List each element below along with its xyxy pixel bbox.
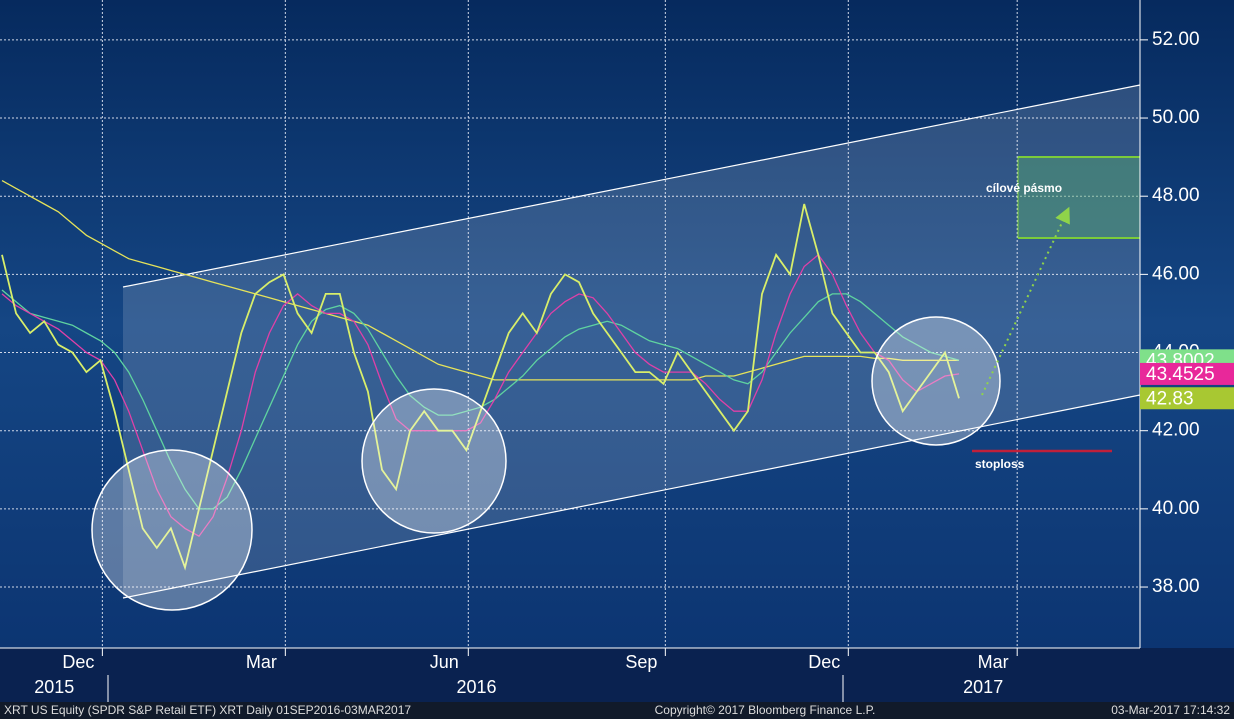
target-label: cílové pásmo	[986, 181, 1062, 195]
y-tick-label: 46.00	[1152, 263, 1200, 284]
footer-background	[0, 702, 1234, 719]
highlight-circle	[871, 316, 1001, 446]
channel-lower	[122, 394, 1141, 599]
y-tick-label: 50.00	[1152, 107, 1200, 128]
price-line	[1, 253, 960, 538]
highlight-circle	[361, 388, 507, 534]
price-line	[1, 203, 960, 571]
footer-left: XRT US Equity (SPDR S&P Retail ETF) XRT …	[4, 703, 411, 717]
highlight-circle	[91, 449, 253, 611]
y-tick-label: 52.00	[1152, 29, 1200, 50]
x-tick-label: Sep	[625, 652, 657, 672]
y-tick-label: 42.00	[1152, 420, 1200, 441]
last-value-tag	[1140, 387, 1234, 410]
x-tick-label: Mar	[978, 652, 1009, 672]
year-label: 2015	[34, 677, 74, 697]
x-tick-label: Mar	[246, 652, 277, 672]
channel	[123, 85, 1140, 598]
price-line	[1, 289, 960, 510]
x-tick-label: Jun	[430, 652, 459, 672]
last-value-tag	[1140, 362, 1234, 385]
last-value-label: 43.4525	[1146, 364, 1215, 385]
x-tick-label: Dec	[808, 652, 840, 672]
x-tick-label: Dec	[62, 652, 94, 672]
channel-upper	[122, 84, 1141, 288]
axis-background	[0, 648, 1234, 702]
footer-right: 03-Mar-2017 17:14:32	[1111, 703, 1230, 717]
footer-center: Copyright© 2017 Bloomberg Finance L.P.	[655, 703, 876, 717]
y-tick-label: 48.00	[1152, 185, 1200, 206]
last-value-label: 42.83	[1146, 388, 1194, 409]
year-label: 2016	[456, 677, 496, 697]
target-zone	[1018, 157, 1140, 238]
y-tick-label: 38.00	[1152, 576, 1200, 597]
stoploss-label: stoploss	[975, 457, 1025, 471]
y-tick-label: 40.00	[1152, 498, 1200, 519]
price-line	[1, 180, 959, 381]
year-label: 2017	[963, 677, 1003, 697]
